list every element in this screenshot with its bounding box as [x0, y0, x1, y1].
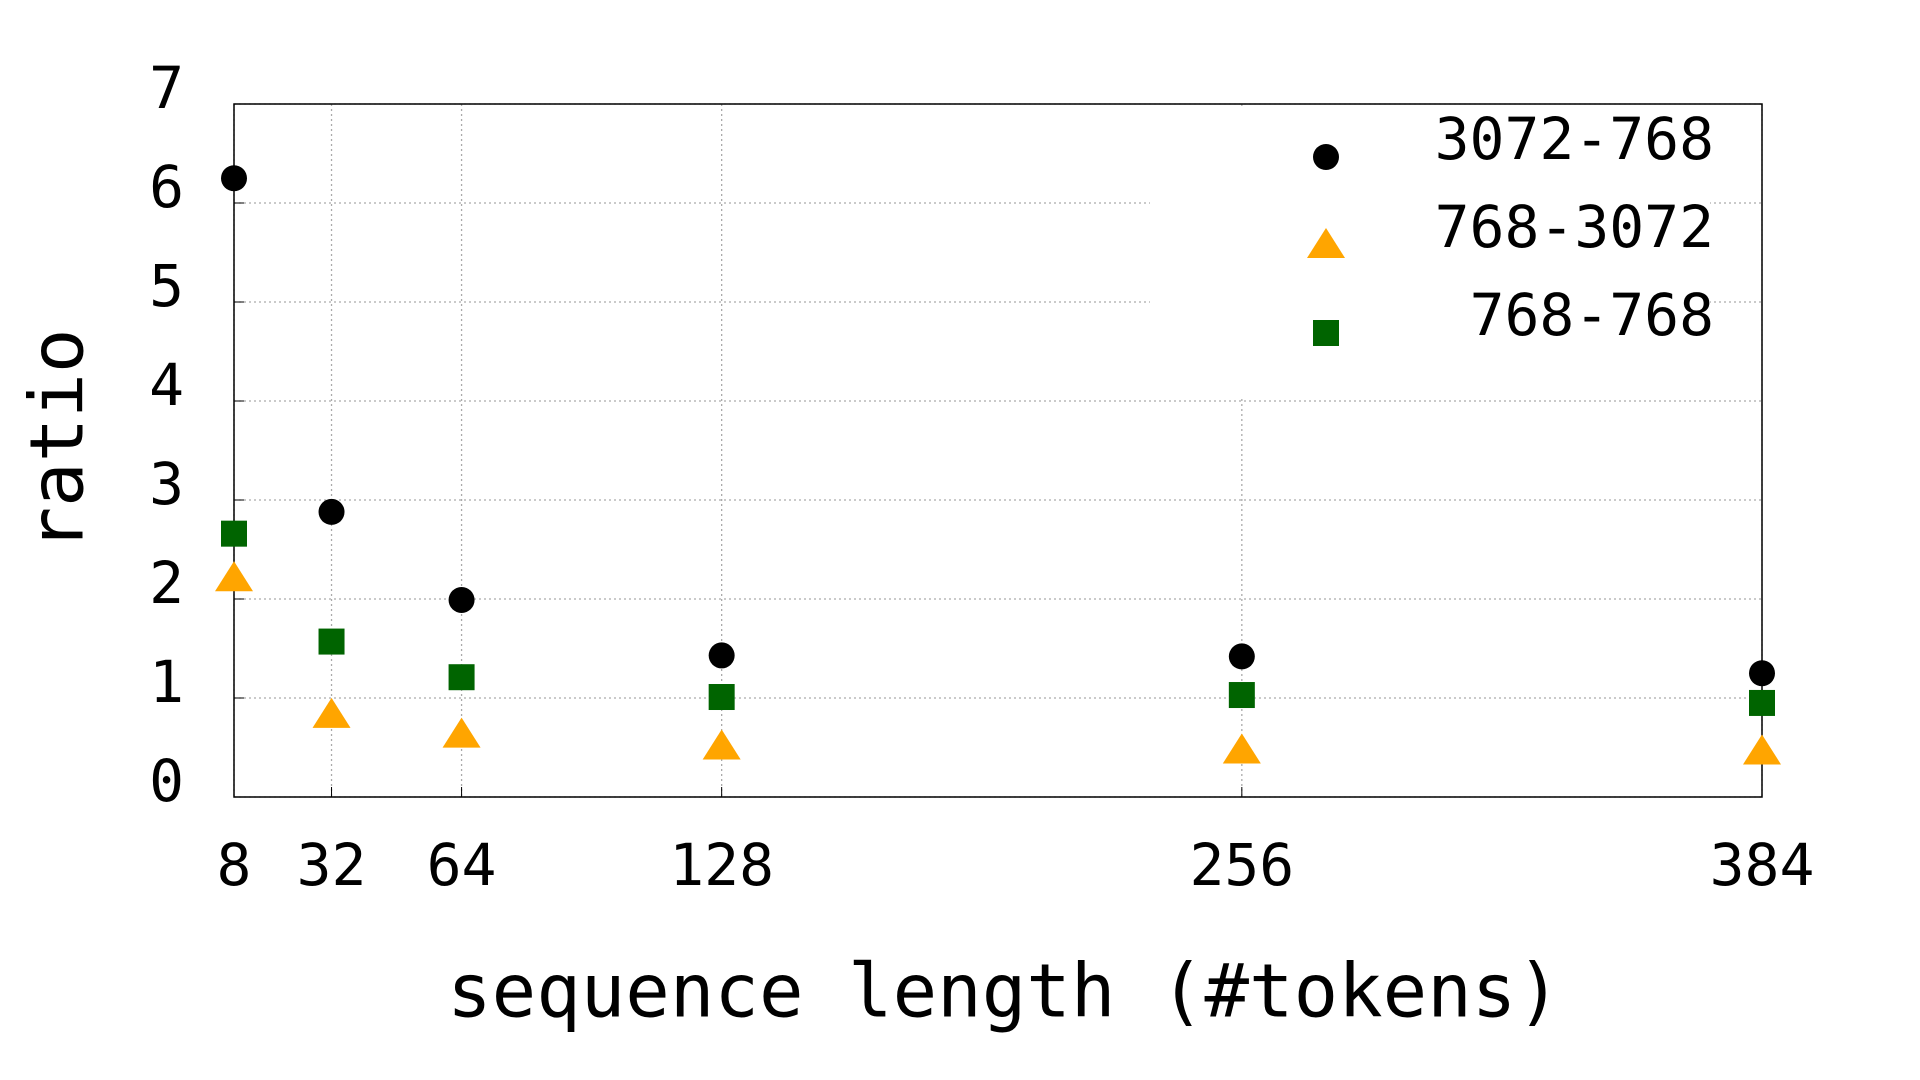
data-point [1222, 733, 1261, 764]
x-tick-label: 32 [297, 831, 367, 899]
data-point [708, 684, 735, 711]
data-point [318, 498, 345, 525]
y-tick-label: 7 [149, 54, 184, 122]
x-tick-label: 64 [427, 831, 497, 899]
data-point [312, 697, 351, 728]
data-point [448, 586, 475, 613]
y-tick-label: 6 [149, 153, 184, 221]
legend-marker [1307, 228, 1345, 258]
legend-marker [1313, 144, 1339, 170]
x-tick-label: 128 [669, 831, 774, 899]
data-point [708, 642, 735, 669]
plot-frame [233, 103, 1763, 798]
y-tick-label: 2 [149, 549, 184, 617]
data-point [1228, 682, 1255, 709]
data-point [448, 664, 475, 691]
data-point [221, 165, 247, 192]
legend-label: 768-3072 [1435, 193, 1714, 261]
legend-label: 768-768 [1470, 281, 1714, 349]
x-axis-title: sequence length (#tokens) [447, 949, 1561, 1035]
data-point [221, 520, 247, 547]
y-tick-label: 3 [149, 450, 184, 518]
x-tick-label: 384 [1710, 831, 1815, 899]
data-point [442, 717, 481, 748]
y-tick-label: 5 [149, 252, 184, 320]
legend-background [1150, 108, 1710, 398]
data-point [1749, 689, 1775, 716]
y-tick-label: 1 [149, 648, 184, 716]
y-tick-label: 4 [149, 351, 184, 419]
data-point [702, 729, 741, 760]
x-tick-label: 256 [1189, 831, 1294, 899]
x-tick-label: 8 [217, 831, 252, 899]
data-point [1749, 660, 1775, 687]
y-axis-title: ratio [15, 329, 101, 552]
legend-marker [1313, 320, 1339, 346]
y-tick-label: 0 [149, 747, 184, 815]
data-point [1228, 643, 1255, 670]
data-point [215, 561, 253, 592]
data-point [318, 628, 345, 655]
legend-label: 3072-768 [1435, 105, 1714, 173]
data-point [1743, 734, 1781, 765]
legend: 3072-768 768-3072 768-768 [1150, 105, 1714, 398]
